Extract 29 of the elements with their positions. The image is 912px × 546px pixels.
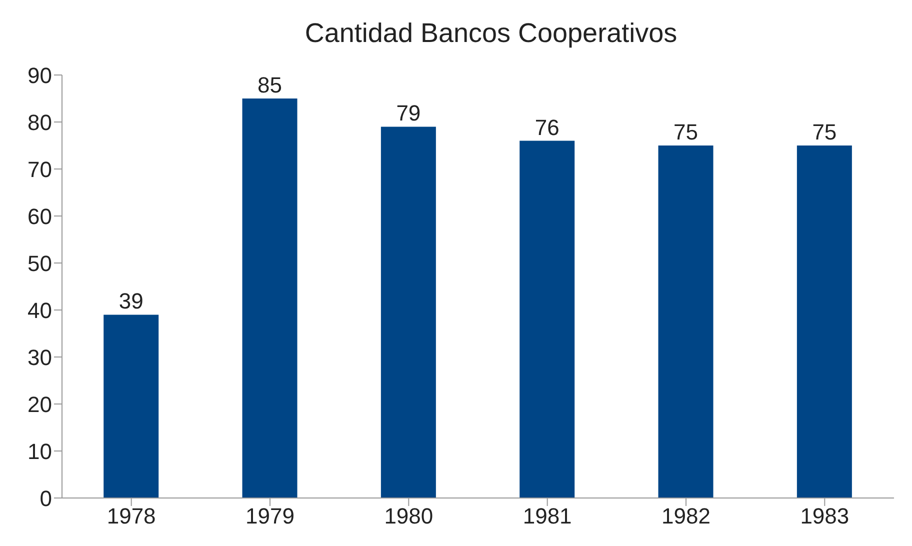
x-tick-label: 1983	[800, 504, 850, 529]
y-tick-label: 40	[28, 298, 52, 323]
y-tick-label: 50	[28, 250, 52, 276]
x-tick-label: 1979	[246, 504, 294, 529]
y-tick-label: 60	[28, 204, 52, 229]
chart-title: Cantidad Bancos Cooperativos	[304, 17, 678, 50]
x-tick-label: 1982	[662, 504, 710, 529]
y-tick-label: 20	[28, 392, 52, 417]
bar	[104, 314, 159, 498]
y-tick-label: 90	[28, 62, 52, 88]
data-label: 79	[396, 100, 421, 126]
data-label: 75	[812, 120, 837, 144]
y-tick-label: 70	[28, 156, 52, 182]
y-tick-label: 10	[28, 438, 52, 464]
x-tick-label: 1980	[384, 504, 434, 529]
y-tick-label: 80	[28, 110, 52, 135]
bar	[380, 126, 436, 498]
y-tick-label: 0	[40, 486, 52, 511]
data-label: 76	[534, 114, 560, 140]
bar	[796, 146, 852, 498]
y-tick-label: 30	[28, 344, 52, 370]
data-label: 85	[258, 72, 282, 98]
data-label: 75	[674, 120, 698, 144]
bar	[242, 98, 298, 498]
bar	[520, 140, 575, 498]
bar	[658, 146, 714, 498]
x-tick-label: 1981	[522, 504, 572, 529]
data-label: 39	[118, 288, 144, 314]
x-tick-label: 1978	[106, 504, 156, 529]
